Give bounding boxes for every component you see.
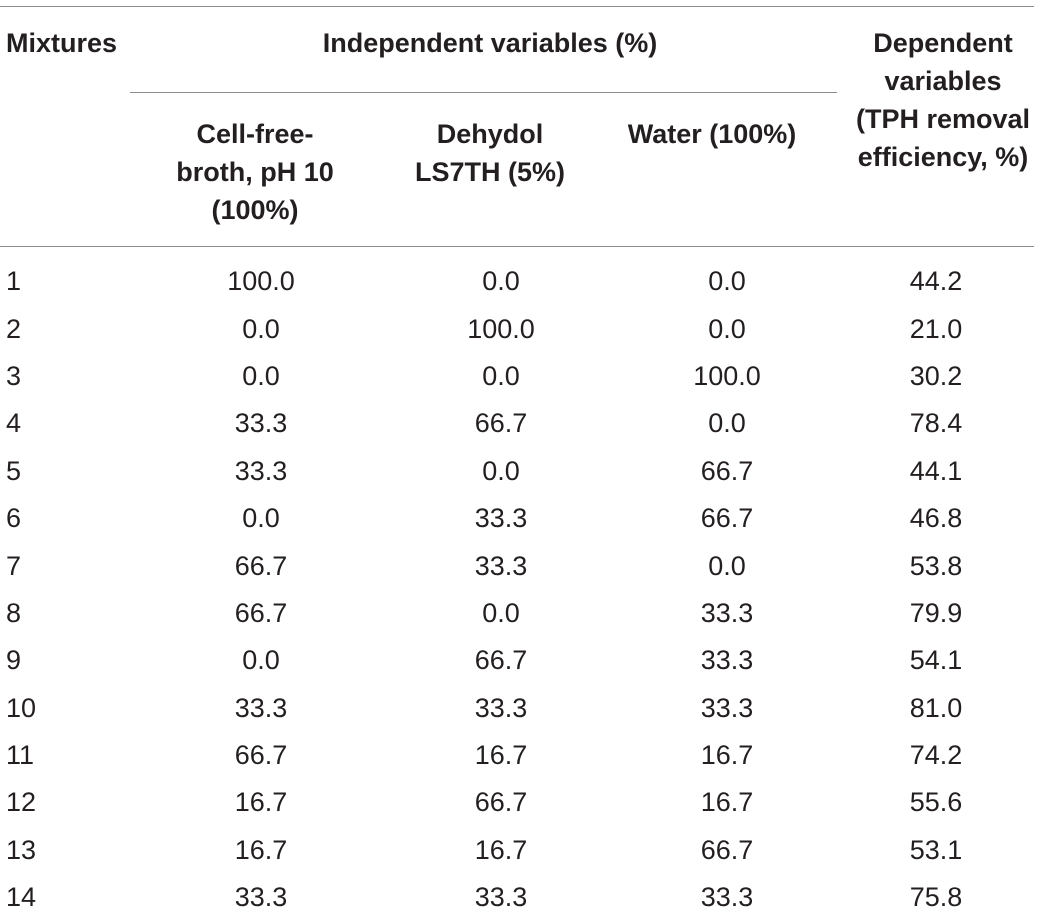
table-cell: 75.8	[909, 882, 963, 913]
table-cell: 1	[6, 266, 22, 297]
table-cell: 100.0	[467, 313, 535, 344]
table-cell: 0.0	[482, 455, 520, 486]
table-cell: 33.3	[234, 692, 288, 723]
table-cell: 44.2	[909, 266, 963, 297]
table-cell: 53.1	[909, 834, 963, 865]
table-cell: 16.7	[474, 834, 528, 865]
table-cell: 0.0	[242, 313, 280, 344]
table-cell: 21.0	[909, 313, 963, 344]
table-cell: 33.3	[700, 882, 754, 913]
table-cell: 33.3	[474, 692, 528, 723]
table-cell: 3	[6, 360, 22, 391]
table-cell: 12	[6, 787, 37, 818]
table-cell: 33.3	[474, 882, 528, 913]
table-cell: 7	[6, 550, 22, 581]
table-cell: 16.7	[234, 834, 288, 865]
table-row: 9 0.0 66.7 33.3 54.1	[0, 637, 1034, 684]
table-cell: 8	[6, 597, 22, 628]
table-cell: 79.9	[909, 597, 963, 628]
table-cell: 0.0	[242, 645, 280, 676]
table-cell: 0.0	[708, 313, 746, 344]
table-cell: 30.2	[909, 360, 963, 391]
table-cell: 33.3	[234, 408, 288, 439]
table-row: 1 100.0 0.0 0.0 44.2	[0, 258, 1034, 305]
table-cell: 16.7	[700, 740, 754, 771]
table-cell: 10	[6, 692, 37, 723]
table-cell: 33.3	[474, 503, 528, 534]
table-cell: 74.2	[909, 740, 963, 771]
header-cell-free-broth: Cell-free- broth, pH 10 (100%)	[176, 119, 334, 225]
table-row: 14 33.3 33.3 33.3 75.8	[0, 874, 1034, 921]
table-row: 11 66.7 16.7 16.7 74.2	[0, 732, 1034, 779]
table-cell: 66.7	[234, 740, 288, 771]
table-cell: 33.3	[234, 882, 288, 913]
table-cell: 66.7	[234, 550, 288, 581]
table-cell: 4	[6, 408, 22, 439]
table-cell: 100.0	[693, 360, 761, 391]
table-row: 2 0.0 100.0 0.0 21.0	[0, 305, 1034, 352]
header-independent-variables: Independent variables (%)	[322, 28, 658, 58]
table-cell: 66.7	[700, 503, 754, 534]
header-mixtures: Mixtures	[6, 28, 118, 58]
table-cell: 0.0	[708, 550, 746, 581]
table-cell: 14	[6, 882, 37, 913]
table-cell: 33.3	[474, 550, 528, 581]
table-cell: 11	[6, 740, 35, 771]
table-cell: 33.3	[700, 645, 754, 676]
table-cell: 33.3	[700, 692, 754, 723]
top-rule	[0, 6, 1034, 7]
table-cell: 0.0	[242, 360, 280, 391]
table-row: 6 0.0 33.3 66.7 46.8	[0, 495, 1034, 542]
header-dependent-variables: Dependent variables (TPH removal efficie…	[855, 28, 1031, 172]
table-cell: 16.7	[234, 787, 288, 818]
table-cell: 0.0	[708, 408, 746, 439]
group-rule	[130, 92, 837, 93]
table-cell: 66.7	[474, 408, 528, 439]
table-cell: 33.3	[234, 455, 288, 486]
table-cell: 66.7	[474, 645, 528, 676]
table-cell: 0.0	[482, 266, 520, 297]
table-cell: 100.0	[227, 266, 295, 297]
table-cell: 33.3	[700, 597, 754, 628]
table-cell: 53.8	[909, 550, 963, 581]
table-row: 7 66.7 33.3 0.0 53.8	[0, 542, 1034, 589]
table-cell: 0.0	[482, 597, 520, 628]
table-row: 8 66.7 0.0 33.3 79.9	[0, 590, 1034, 637]
table-cell: 81.0	[909, 692, 963, 723]
header-water: Water (100%)	[627, 119, 797, 149]
table-cell: 16.7	[474, 740, 528, 771]
table-cell: 0.0	[708, 266, 746, 297]
header-rule	[0, 246, 1034, 247]
header-dehydol: Dehydol LS7TH (5%)	[414, 119, 566, 187]
table-row: 5 33.3 0.0 66.7 44.1	[0, 448, 1034, 495]
table-cell: 66.7	[234, 597, 288, 628]
table-cell: 44.1	[909, 455, 963, 486]
table-row: 12 16.7 66.7 16.7 55.6	[0, 779, 1034, 826]
table-cell: 2	[6, 313, 22, 344]
table-cell: 0.0	[482, 360, 520, 391]
table-cell: 13	[6, 834, 37, 865]
table-cell: 78.4	[909, 408, 963, 439]
table-cell: 66.7	[700, 834, 754, 865]
table-cell: 0.0	[242, 503, 280, 534]
table-cell: 66.7	[474, 787, 528, 818]
table-row: 4 33.3 66.7 0.0 78.4	[0, 400, 1034, 447]
table-cell: 9	[6, 645, 22, 676]
table-row: 3 0.0 0.0 100.0 30.2	[0, 353, 1034, 400]
table-cell: 5	[6, 455, 22, 486]
table-cell: 46.8	[909, 503, 963, 534]
table-body: 1 100.0 0.0 0.0 44.2 2 0.0 100.0 0.0 21.0 3 0.0 0.0 1…	[0, 258, 1034, 921]
table-cell: 16.7	[700, 787, 754, 818]
table-row: 13 16.7 16.7 66.7 53.1	[0, 827, 1034, 874]
table-cell: 54.1	[909, 645, 963, 676]
table-cell: 6	[6, 503, 22, 534]
table-cell: 55.6	[909, 787, 963, 818]
table-cell: 66.7	[700, 455, 754, 486]
table-row: 10 33.3 33.3 33.3 81.0	[0, 685, 1034, 732]
